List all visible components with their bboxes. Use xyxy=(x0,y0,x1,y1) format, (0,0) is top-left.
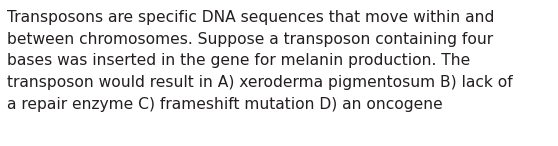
Text: Transposons are specific DNA sequences that move within and
between chromosomes.: Transposons are specific DNA sequences t… xyxy=(7,10,513,112)
